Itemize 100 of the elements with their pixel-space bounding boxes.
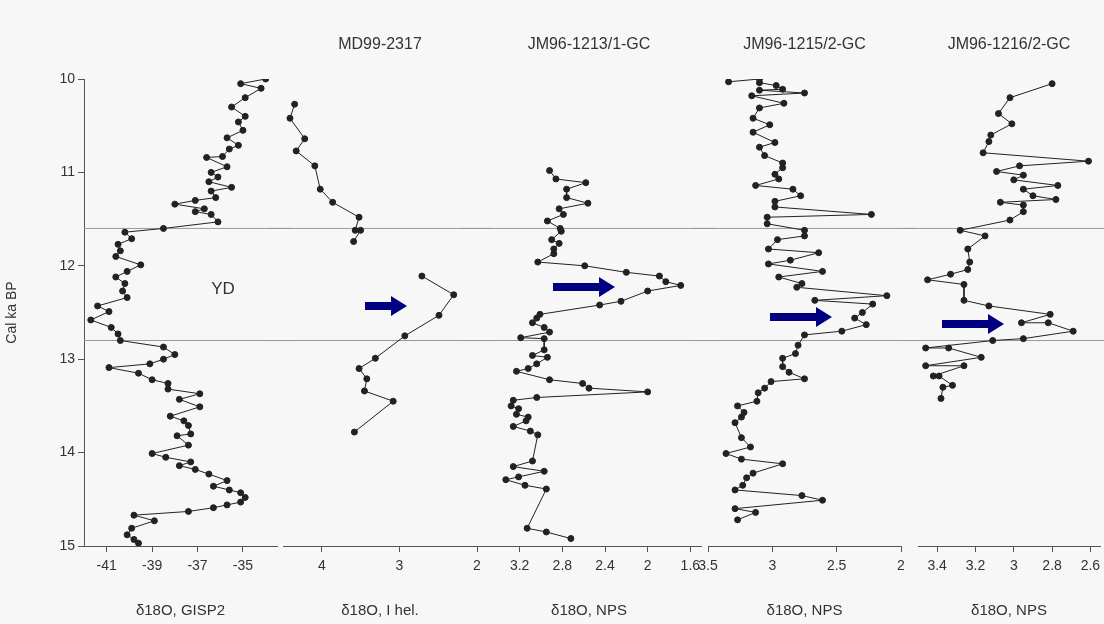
point <box>1006 216 1014 224</box>
point <box>371 354 379 362</box>
y-tick-label: 13 <box>59 350 76 367</box>
x-tick-label: 2 <box>643 557 652 574</box>
chart-title: MD99-2317 <box>338 35 422 53</box>
x-tick-label: 3.4 <box>927 557 948 574</box>
x-tick-label: 2.5 <box>826 557 847 574</box>
point <box>435 311 443 319</box>
point <box>292 147 300 155</box>
y-tick-label: 12 <box>59 256 76 273</box>
point <box>350 238 358 246</box>
point <box>960 362 968 370</box>
y-axis-title: Cal ka BP <box>3 281 20 344</box>
x-tick-label: 2.8 <box>552 557 573 574</box>
point <box>389 397 397 405</box>
x-tick-label: 2 <box>473 557 482 574</box>
point <box>286 114 294 122</box>
y-tick-label: 10 <box>59 69 76 86</box>
point <box>1017 319 1025 327</box>
point <box>922 344 930 352</box>
point <box>1019 201 1027 209</box>
annotation: YD <box>211 278 235 298</box>
point <box>994 110 1002 118</box>
point <box>1019 185 1027 193</box>
point <box>1016 162 1024 170</box>
x-tick-label: 3 <box>395 557 404 574</box>
point <box>964 266 972 274</box>
x-tick-label: 3 <box>768 557 777 574</box>
point <box>363 375 371 383</box>
chart-title: JM96-1213/1-GC <box>527 35 651 53</box>
x-axis-title: δ18O, NPS <box>766 601 843 619</box>
chart-title: JM96-1215/2-GC <box>743 35 866 53</box>
x-tick-label: 3.2 <box>509 557 530 574</box>
point <box>357 226 365 234</box>
point <box>956 226 964 234</box>
x-tick-label: -41 <box>96 557 118 574</box>
point <box>960 296 968 304</box>
x-axis-title: δ18O, I hel. <box>341 601 419 619</box>
x-tick-label: -39 <box>142 557 163 574</box>
point <box>1019 208 1027 216</box>
point <box>1010 176 1018 184</box>
point <box>1029 192 1037 200</box>
point <box>977 353 985 361</box>
x-axis-title: δ18O, GISP2 <box>135 601 226 619</box>
point <box>947 270 955 278</box>
point <box>985 138 993 146</box>
point <box>311 162 319 170</box>
point <box>981 232 989 240</box>
point <box>929 372 937 380</box>
point <box>939 383 947 391</box>
point <box>1054 181 1062 189</box>
x-tick-label: 4 <box>317 557 326 574</box>
point <box>1085 157 1093 165</box>
point <box>355 365 363 373</box>
point <box>401 332 409 340</box>
point <box>1048 80 1056 88</box>
point <box>987 131 995 139</box>
point <box>996 198 1004 206</box>
x-tick-label: 2.4 <box>595 557 615 574</box>
point <box>329 198 337 206</box>
x-tick-label: 2.8 <box>1042 557 1063 574</box>
point <box>1006 94 1014 102</box>
x-axis-title: δ18O, NPS <box>971 601 1047 619</box>
point <box>966 258 974 266</box>
point <box>1019 335 1027 343</box>
x-tick-label: 1.6 <box>680 557 701 574</box>
chart-title: JM96-1216/2-GC <box>947 35 1071 53</box>
x-tick-label: -37 <box>187 557 208 574</box>
x-tick-label: 2.6 <box>1080 557 1101 574</box>
point <box>964 245 972 253</box>
point <box>1008 120 1016 128</box>
point <box>948 381 956 389</box>
point <box>924 276 932 284</box>
point <box>922 362 930 370</box>
point <box>1019 171 1027 179</box>
point <box>993 167 1001 175</box>
x-tick-label: 3.2 <box>965 557 986 574</box>
x-tick-label: 3.5 <box>698 557 718 574</box>
point <box>350 428 358 436</box>
point <box>291 100 299 108</box>
point <box>418 272 426 280</box>
y-tick-label: 15 <box>59 536 76 553</box>
point <box>1052 195 1060 203</box>
point <box>985 302 993 310</box>
x-tick-label: -35 <box>232 557 254 574</box>
point <box>937 394 945 402</box>
x-tick-label: 3 <box>1009 557 1018 574</box>
y-tick-label: 11 <box>60 163 76 180</box>
point <box>935 372 943 380</box>
point <box>351 226 359 234</box>
point <box>450 291 458 299</box>
point <box>360 387 368 395</box>
point <box>960 280 968 288</box>
x-tick-label: 2 <box>897 557 906 574</box>
y-tick-label: 14 <box>59 443 76 460</box>
point <box>355 213 363 221</box>
point <box>1046 310 1054 318</box>
point <box>316 185 324 193</box>
point <box>979 149 987 157</box>
point <box>1044 319 1052 327</box>
